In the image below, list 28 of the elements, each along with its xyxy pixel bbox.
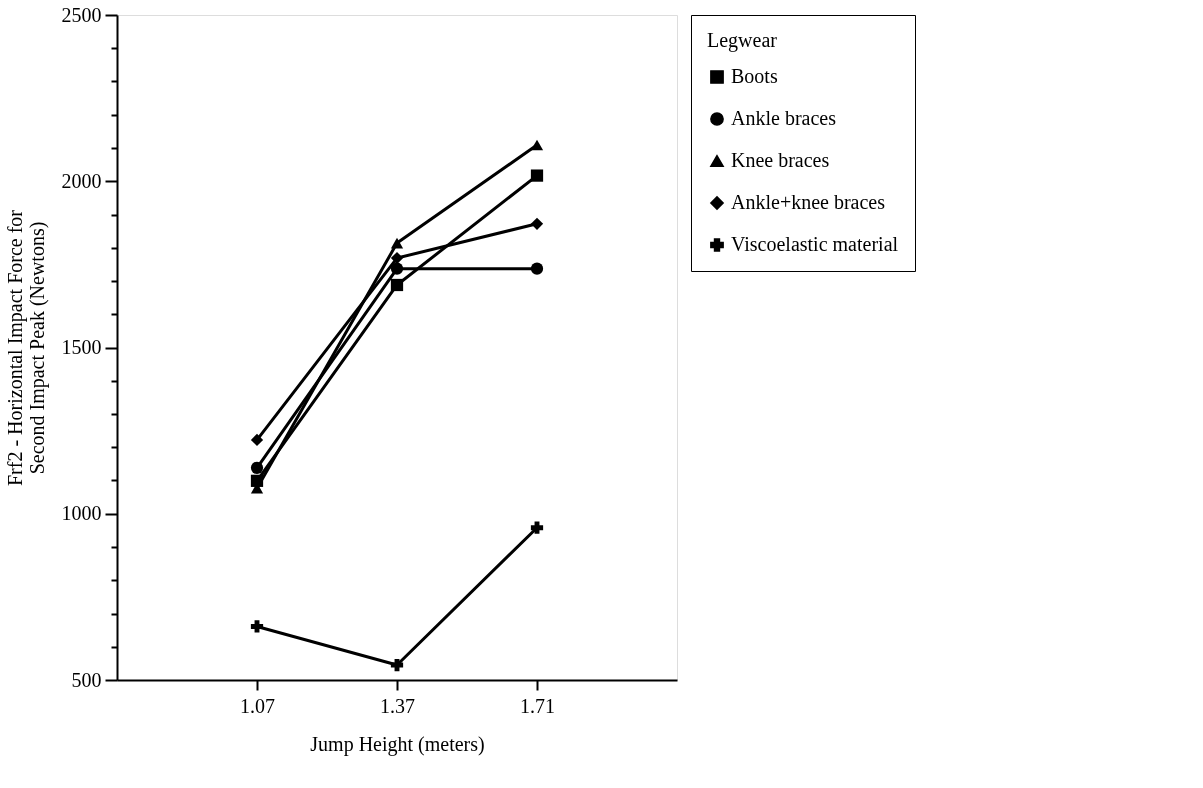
point <box>390 251 404 265</box>
y-tick-label: 2500 <box>61 3 102 26</box>
legend-label: Ankle braces <box>731 107 837 129</box>
y-tick-label: 500 <box>71 668 102 691</box>
y-axis-title: Frf2 - Horizontal Impact Force for Second Impact Peak (Newtons) <box>3 209 49 487</box>
legend-label: Boots <box>731 65 778 87</box>
point <box>530 169 544 182</box>
y-tick-label: 1000 <box>61 502 102 525</box>
point <box>530 262 544 275</box>
point <box>390 278 404 292</box>
point <box>390 237 404 249</box>
legend-label: Knee braces <box>731 149 830 171</box>
point <box>530 217 544 230</box>
point <box>250 461 264 474</box>
y-tick-label: 2000 <box>61 169 102 192</box>
point <box>250 620 264 633</box>
point <box>530 521 544 534</box>
x-tick-label: 1.71 <box>520 694 555 717</box>
y-tick-label: 1500 <box>61 336 102 358</box>
legend-title: Legwear <box>707 29 778 52</box>
point <box>530 139 544 151</box>
legend-label: Viscoelastic material <box>731 233 899 255</box>
x-tick-label: 1.07 <box>240 694 275 717</box>
x-tick-label: 1.37 <box>380 694 415 717</box>
x-axis-title: Jump Height (meters) <box>310 732 485 756</box>
legend-label: Ankle+knee braces <box>731 191 886 213</box>
point <box>390 262 404 275</box>
point <box>250 433 264 447</box>
